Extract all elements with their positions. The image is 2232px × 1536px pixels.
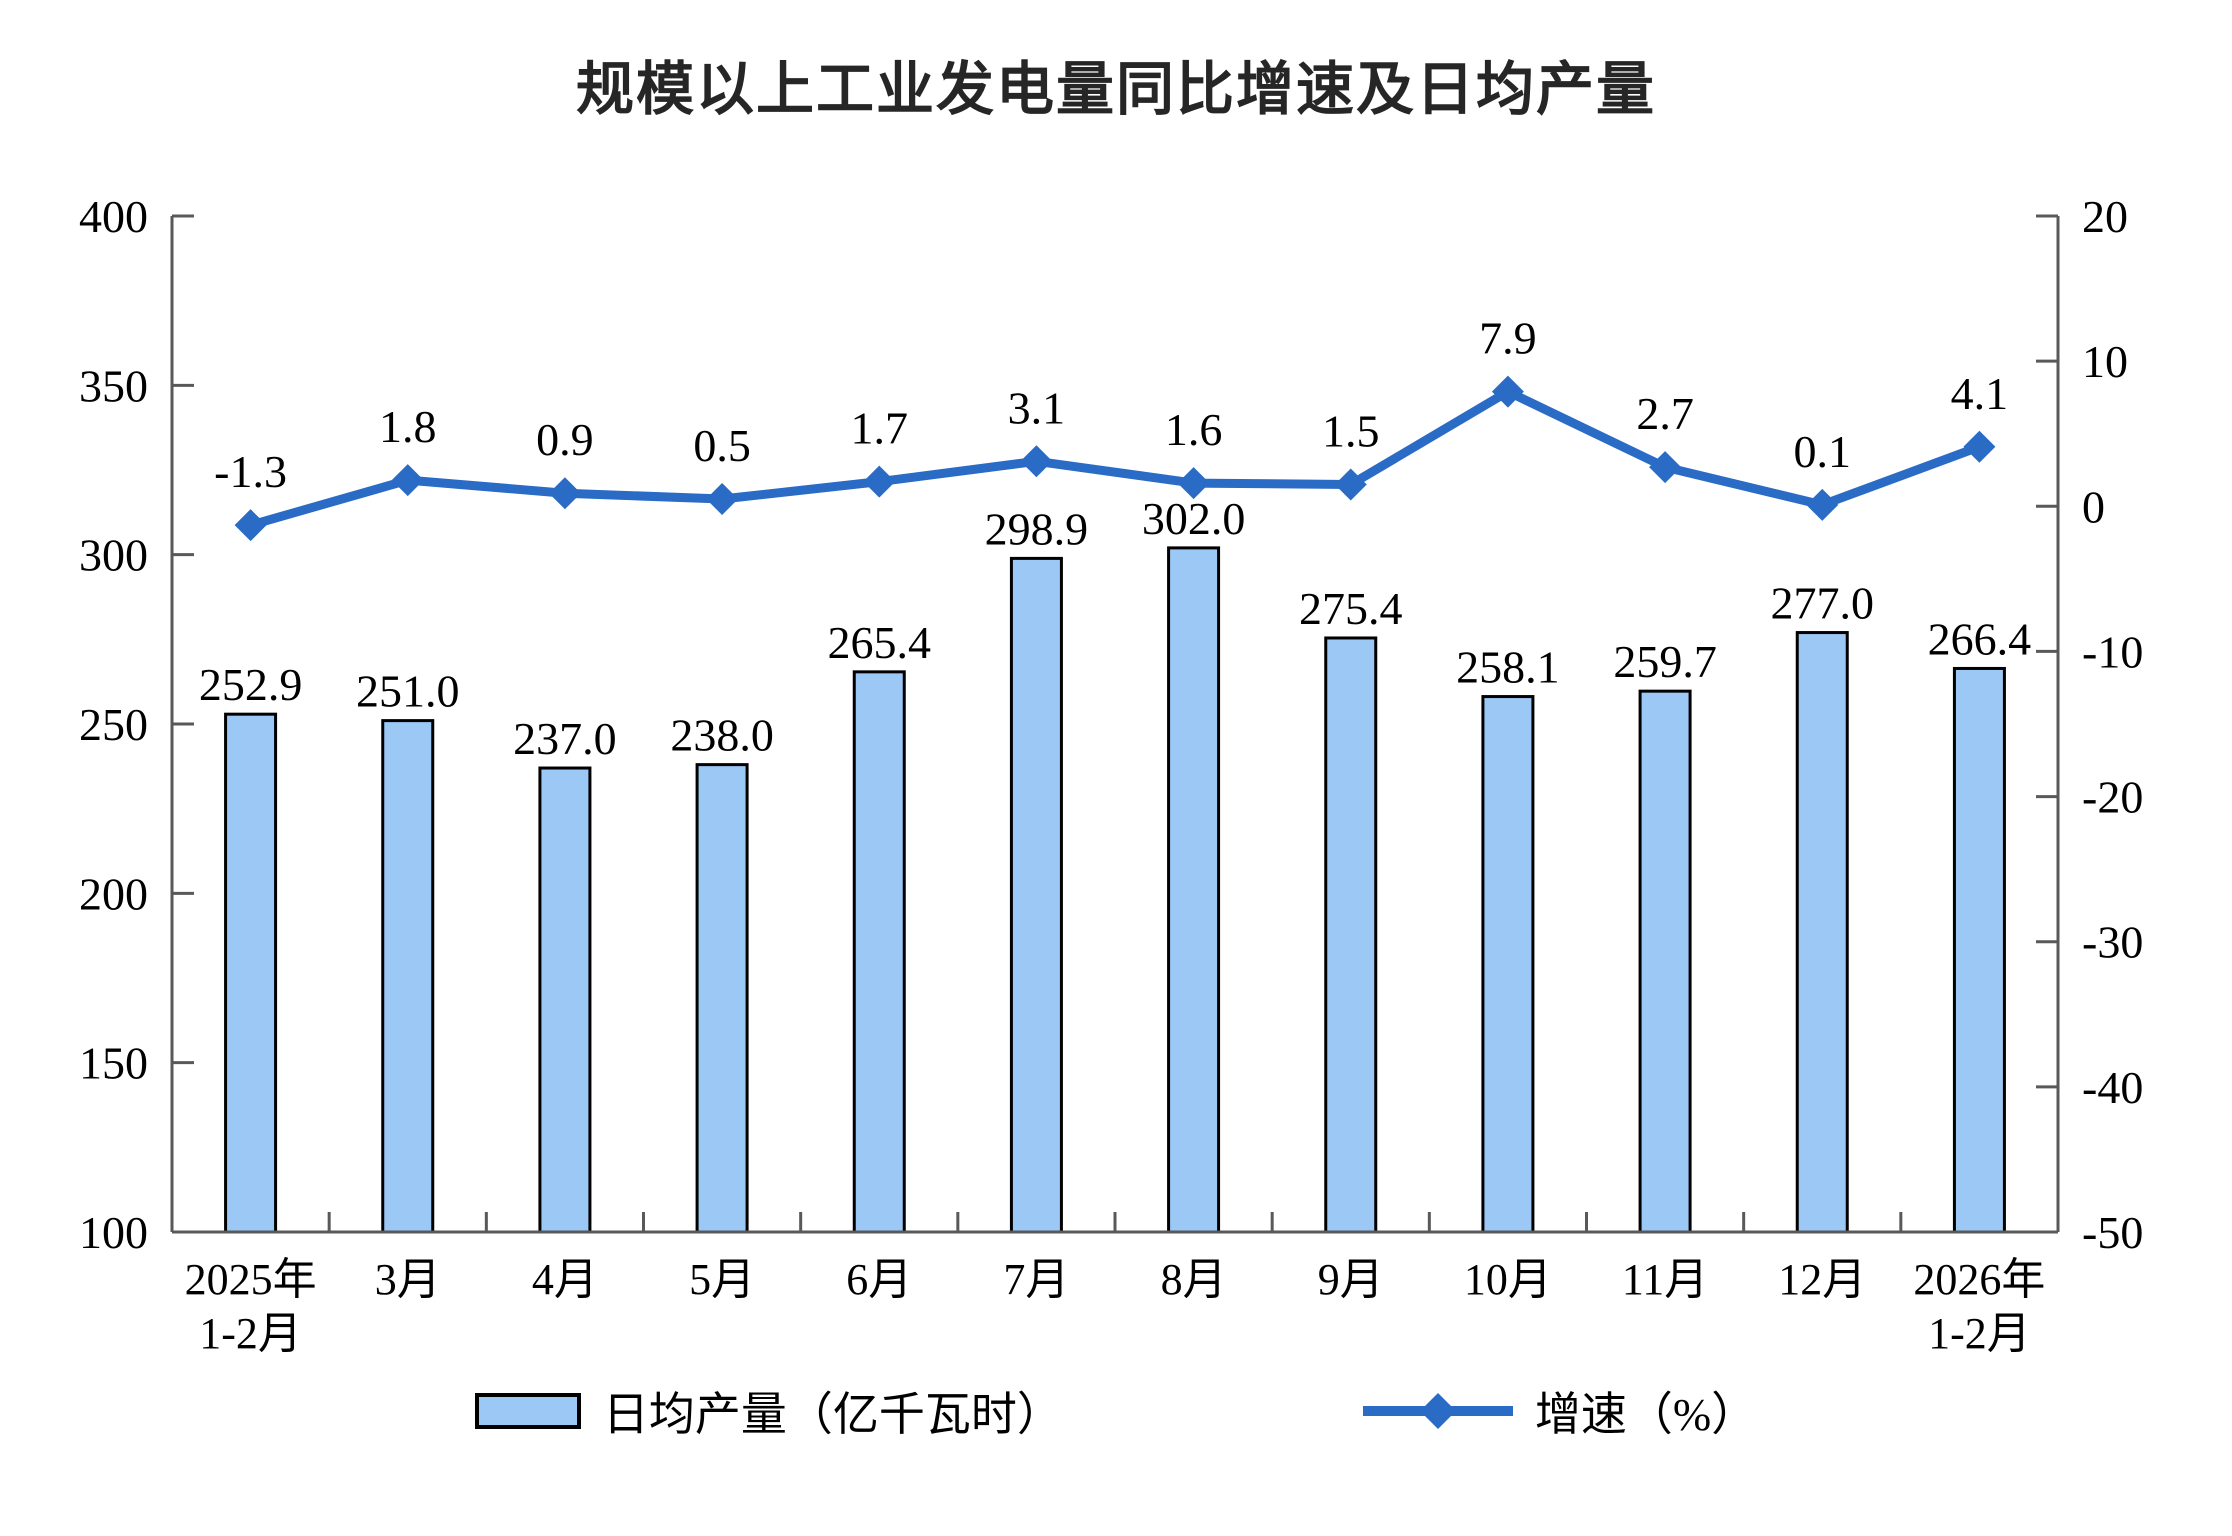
x-label-11-0: 2026年 — [1913, 1255, 2045, 1304]
right-tick-label-6: -40 — [2082, 1062, 2143, 1113]
x-label-7-0: 9月 — [1318, 1255, 1384, 1304]
legend-item-line: 增速（%） — [1362, 1378, 1758, 1444]
line-point-label-7: 1.5 — [1322, 406, 1380, 457]
x-label-11-1: 1-2月 — [1928, 1309, 2031, 1358]
bar-2 — [538, 766, 592, 1234]
right-tick-label-4: -20 — [2082, 772, 2143, 823]
bar-1 — [381, 719, 435, 1234]
right-tick-label-0: 20 — [2082, 191, 2128, 242]
line-point-label-9: 2.7 — [1636, 388, 1694, 439]
bar-label-0: 252.9 — [199, 659, 303, 710]
x-label-8-0: 10月 — [1464, 1255, 1552, 1304]
line-point-label-3: 0.5 — [693, 420, 751, 471]
line-point-label-11: 4.1 — [1951, 368, 2009, 419]
line-point-label-2: 0.9 — [536, 414, 594, 465]
bar-label-7: 275.4 — [1299, 583, 1403, 634]
right-tick-label-1: 10 — [2082, 336, 2128, 387]
bar-8 — [1481, 695, 1535, 1234]
bar-10 — [1795, 631, 1849, 1234]
bar-4 — [852, 670, 906, 1234]
chart-title: 规模以上工业发电量同比增速及日均产量 — [575, 57, 1656, 122]
legend: 日均产量（亿千瓦时） 增速（%） — [0, 1378, 2232, 1444]
x-label-3-0: 5月 — [689, 1255, 755, 1304]
x-label-2-0: 4月 — [532, 1255, 598, 1304]
bar-label-5: 298.9 — [985, 503, 1089, 554]
line-point-label-0: -1.3 — [214, 446, 287, 497]
bar-label-9: 259.7 — [1613, 636, 1717, 687]
legend-item-bars: 日均产量（亿千瓦时） — [474, 1378, 1063, 1444]
line-point-label-6: 1.6 — [1165, 404, 1223, 455]
bar-label-8: 258.1 — [1456, 642, 1560, 693]
bar-7 — [1324, 636, 1378, 1234]
line-point-4 — [863, 465, 896, 498]
line-point-label-5: 3.1 — [1008, 382, 1066, 433]
line-point-0 — [234, 509, 267, 542]
bar-5 — [1009, 556, 1063, 1234]
bar-label-3: 238.0 — [670, 710, 774, 761]
bar-0 — [224, 712, 278, 1234]
x-label-10-0: 12月 — [1778, 1255, 1866, 1304]
left-tick-label-4: 200 — [79, 868, 148, 919]
right-tick-label-2: 0 — [2082, 481, 2105, 532]
line-point-label-1: 1.8 — [379, 401, 437, 452]
left-tick-label-2: 300 — [79, 530, 148, 581]
x-label-9-0: 11月 — [1622, 1255, 1708, 1304]
left-tick-label-3: 250 — [79, 699, 148, 750]
x-label-0-1: 1-2月 — [199, 1309, 302, 1358]
bar-label-4: 265.4 — [828, 617, 932, 668]
bar-label-11: 266.4 — [1928, 613, 2032, 664]
x-label-1-0: 3月 — [375, 1255, 441, 1304]
bar-11 — [1952, 666, 2006, 1234]
left-tick-label-5: 150 — [79, 1038, 148, 1089]
left-tick-label-6: 100 — [79, 1207, 148, 1258]
line-point-3 — [706, 483, 739, 516]
bar-swatch-icon — [474, 1393, 581, 1429]
line-point-10 — [1806, 488, 1839, 521]
x-label-4-0: 6月 — [846, 1255, 912, 1304]
bar-label-1: 251.0 — [356, 666, 460, 717]
legend-diamond-marker — [1419, 1393, 1456, 1429]
x-label-0-0: 2025年 — [185, 1255, 317, 1304]
bar-label-2: 237.0 — [513, 713, 617, 764]
line-point-1 — [391, 464, 424, 497]
bar-3 — [695, 763, 749, 1234]
growth-line — [246, 387, 1984, 530]
x-label-5-0: 7月 — [1003, 1255, 1069, 1304]
line-point-8 — [1491, 375, 1524, 408]
line-point-2 — [548, 477, 581, 510]
bar-6 — [1167, 546, 1221, 1234]
line-point-7 — [1334, 468, 1367, 501]
right-tick-label-7: -50 — [2082, 1207, 2143, 1258]
line-point-label-10: 0.1 — [1794, 426, 1852, 477]
bar-label-10: 277.0 — [1771, 578, 1875, 629]
right-tick-label-5: -30 — [2082, 917, 2143, 968]
left-tick-label-0: 400 — [79, 191, 148, 242]
line-point-6 — [1177, 467, 1210, 500]
bar-9 — [1638, 689, 1692, 1234]
legend-label-line: 增速（%） — [1534, 1389, 1758, 1440]
line-point-label-8: 7.9 — [1479, 313, 1537, 364]
line-swatch-icon — [1362, 1393, 1513, 1429]
legend-label-bars: 日均产量（亿千瓦时） — [602, 1389, 1063, 1440]
line-point-9 — [1649, 451, 1682, 484]
right-tick-label-3: -10 — [2082, 626, 2143, 677]
line-point-label-4: 1.7 — [851, 403, 909, 454]
left-tick-label-1: 350 — [79, 360, 148, 411]
line-point-5 — [1020, 445, 1053, 478]
x-label-6-0: 8月 — [1161, 1255, 1227, 1304]
bar-label-6: 302.0 — [1142, 493, 1246, 544]
line-point-11 — [1963, 430, 1996, 463]
